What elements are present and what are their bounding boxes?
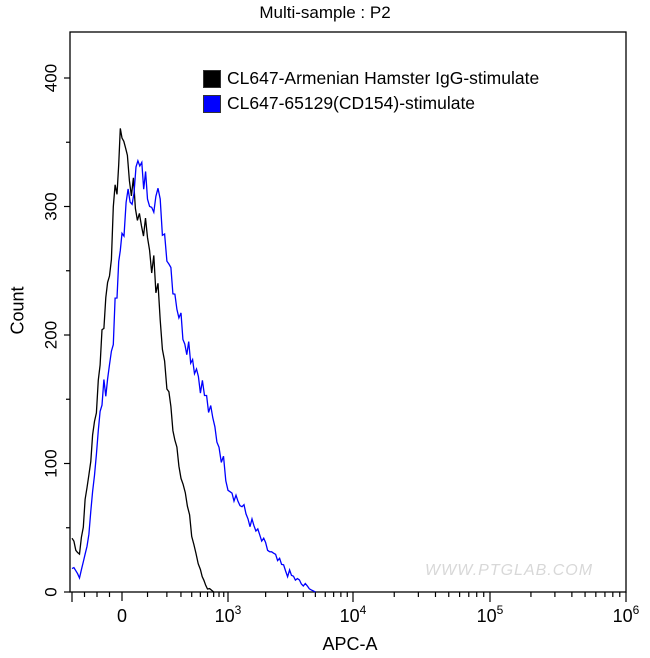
x-tick-label: 106 xyxy=(613,603,640,626)
legend-swatch-blue xyxy=(203,94,221,113)
legend-swatch-black xyxy=(203,69,221,88)
legend-item-igg: CL647-Armenian Hamster IgG-stimulate xyxy=(203,66,539,91)
chart-title: Multi-sample : P2 xyxy=(259,3,391,22)
legend-label: CL647-Armenian Hamster IgG-stimulate xyxy=(227,68,540,88)
y-tick-label: 100 xyxy=(41,449,60,477)
x-tick-label: 0 xyxy=(117,606,127,626)
y-axis-label: Count xyxy=(7,286,28,335)
legend-label: CL647-65129(CD154)-stimulate xyxy=(227,93,476,113)
watermark: WWW.PTGLAB.COM xyxy=(425,562,594,579)
x-axis-ticks: 0 103 104 105 106 xyxy=(71,592,640,626)
x-axis-label: APC-A xyxy=(322,634,378,654)
y-tick-label: 200 xyxy=(41,321,60,349)
y-axis-ticks: 0 100 200 300 400 xyxy=(41,64,70,597)
x-tick-label: 104 xyxy=(340,603,367,626)
y-tick-label: 400 xyxy=(41,64,60,92)
x-tick-label: 105 xyxy=(477,603,504,626)
series-igg-control-line xyxy=(71,128,215,593)
y-tick-label: 300 xyxy=(41,192,60,220)
x-tick-label: 103 xyxy=(215,603,242,626)
series-layer xyxy=(71,128,316,593)
legend-item-cd154: CL647-65129(CD154)-stimulate xyxy=(203,91,539,116)
legend: CL647-Armenian Hamster IgG-stimulate CL6… xyxy=(203,66,539,116)
plot-frame xyxy=(69,31,627,593)
series-cd154-line xyxy=(71,158,316,593)
y-tick-label: 0 xyxy=(41,587,60,596)
